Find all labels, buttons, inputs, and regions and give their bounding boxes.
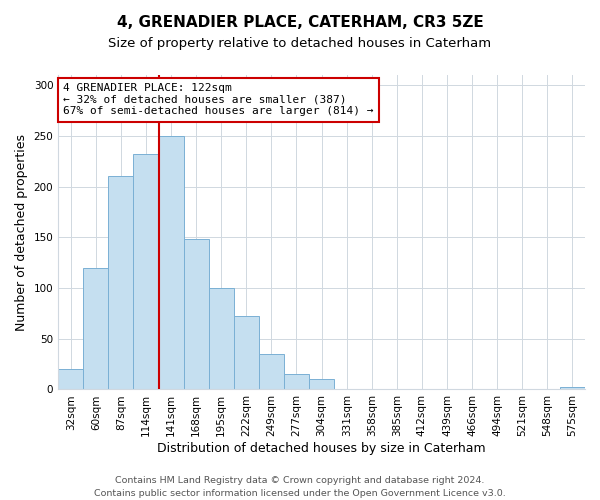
Bar [560, 388, 585, 390]
X-axis label: Distribution of detached houses by size in Caterham: Distribution of detached houses by size … [157, 442, 486, 455]
Text: 4, GRENADIER PLACE, CATERHAM, CR3 5ZE: 4, GRENADIER PLACE, CATERHAM, CR3 5ZE [116, 15, 484, 30]
Bar [158, 136, 184, 390]
Text: 4 GRENADIER PLACE: 122sqm
← 32% of detached houses are smaller (387)
67% of semi: 4 GRENADIER PLACE: 122sqm ← 32% of detac… [63, 83, 374, 116]
Bar [259, 354, 284, 390]
Y-axis label: Number of detached properties: Number of detached properties [15, 134, 28, 330]
Bar [83, 268, 109, 390]
Bar [209, 288, 234, 390]
Text: Size of property relative to detached houses in Caterham: Size of property relative to detached ho… [109, 38, 491, 51]
Bar [109, 176, 133, 390]
Bar [184, 240, 209, 390]
Bar [309, 380, 334, 390]
Bar [58, 369, 83, 390]
Text: Contains HM Land Registry data © Crown copyright and database right 2024.
Contai: Contains HM Land Registry data © Crown c… [94, 476, 506, 498]
Bar [234, 316, 259, 390]
Bar [133, 154, 158, 390]
Bar [284, 374, 309, 390]
